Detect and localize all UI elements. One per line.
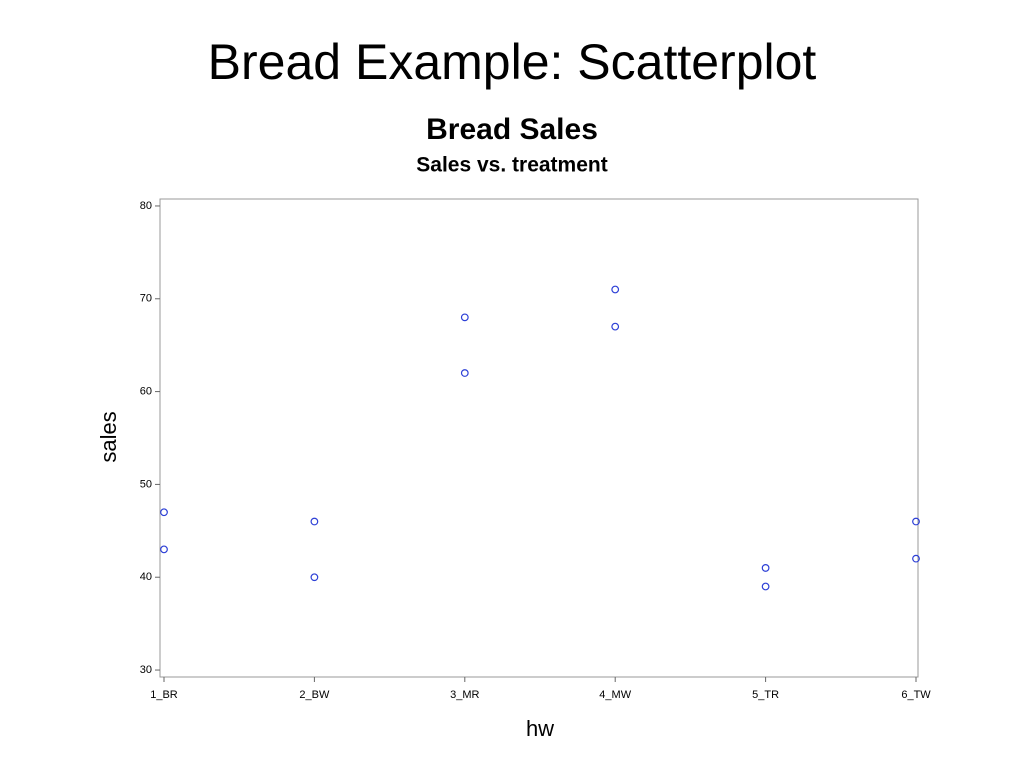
y-tick-label: 80: [140, 200, 152, 212]
y-axis-label: sales: [96, 411, 121, 462]
point: [912, 554, 920, 563]
x-tick-label: 4_MW: [599, 689, 631, 701]
x-tick-label: 3_MR: [450, 689, 479, 701]
point: [460, 313, 469, 322]
y-tick-label: 30: [140, 664, 152, 676]
x-tick-label: 2_BW: [299, 689, 330, 701]
slide-title: Bread Example: Scatterplot: [208, 34, 817, 90]
point: [611, 285, 620, 294]
chart-title: Bread Sales: [426, 113, 598, 146]
point: [160, 545, 168, 554]
point: [761, 582, 770, 591]
point: [160, 508, 168, 517]
y-tick-label: 70: [140, 293, 152, 305]
x-tick-label: 1_BR: [150, 689, 178, 701]
x-axis-label: hw: [526, 716, 554, 741]
chart-subtitle: Sales vs. treatment: [416, 154, 607, 177]
y-tick-label: 60: [140, 385, 152, 397]
y-tick-label: 50: [140, 478, 152, 490]
x-tick-label: 5_TR: [752, 689, 779, 701]
point: [310, 573, 319, 582]
plot-frame: [159, 198, 919, 678]
point: [912, 517, 920, 526]
x-tick-label: 6_TW: [901, 689, 931, 701]
point: [310, 517, 319, 526]
point: [761, 564, 770, 572]
point: [611, 322, 620, 331]
y-tick-label: 40: [140, 571, 152, 583]
point: [460, 369, 469, 377]
